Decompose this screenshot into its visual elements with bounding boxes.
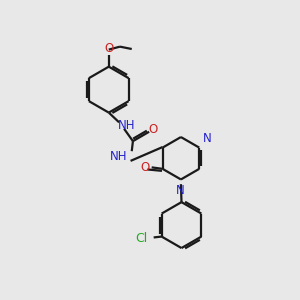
Text: Cl: Cl xyxy=(136,232,148,245)
Text: N: N xyxy=(176,184,185,196)
Text: NH: NH xyxy=(110,150,127,163)
Text: O: O xyxy=(148,123,158,136)
Text: O: O xyxy=(104,42,113,55)
Text: NH: NH xyxy=(118,119,135,132)
Text: O: O xyxy=(140,161,149,174)
Text: N: N xyxy=(203,132,212,145)
